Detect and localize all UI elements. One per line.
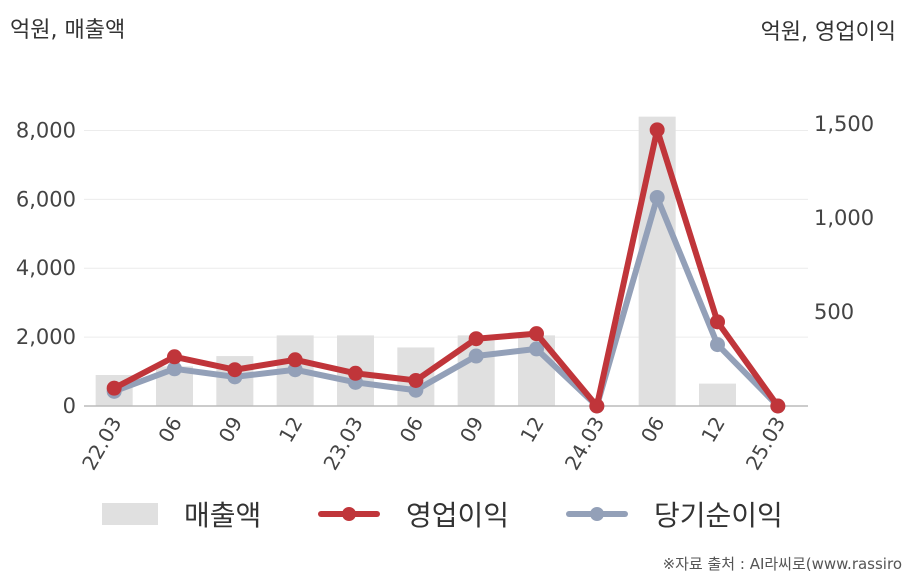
operating-profit-point	[227, 362, 243, 378]
right-tick-label: 1,000	[814, 206, 874, 230]
left-tick-label: 8,000	[16, 118, 76, 142]
legend-label-operating-profit: 영업이익	[406, 499, 510, 532]
left-tick-label: 6,000	[16, 187, 76, 211]
legend-swatch-net-income	[566, 503, 628, 525]
source-note: ※자료 출처 : AI라씨로(www.rassiro	[662, 555, 902, 573]
x-tick-label: 06	[636, 413, 670, 447]
x-tick-label: 09	[455, 413, 489, 447]
left-tick-label: 2,000	[16, 325, 76, 349]
legend-label-net-income: 당기순이익	[654, 499, 783, 532]
x-tick-label: 24.03	[560, 413, 609, 475]
legend: 매출액 영업이익 당기순이익	[0, 492, 908, 536]
legend-swatch-operating-profit	[318, 503, 380, 525]
x-tick-label: 22.03	[77, 413, 126, 475]
x-tick-label: 23.03	[318, 413, 367, 475]
operating-profit-point	[649, 122, 665, 138]
x-tick-label: 12	[274, 413, 308, 447]
legend-item-operating-profit: 영업이익	[318, 492, 509, 536]
x-tick-label: 06	[395, 413, 429, 447]
legend-label-revenue: 매출액	[184, 499, 262, 532]
revenue-bar	[638, 116, 676, 407]
operating-profit-point	[468, 331, 484, 347]
revenue-bar	[699, 383, 736, 406]
legend-swatch-revenue	[102, 503, 158, 525]
x-tick-label: 09	[214, 413, 248, 447]
legend-item-net-income: 당기순이익	[566, 492, 783, 536]
left-axis-unit: 억원, 매출액	[10, 18, 126, 43]
x-tick-label: 12	[696, 413, 730, 447]
operating-profit-point	[287, 352, 303, 368]
operating-profit-point	[589, 398, 605, 414]
operating-profit-point	[710, 314, 725, 330]
x-tick-label: 06	[153, 413, 187, 447]
legend-item-revenue: 매출액	[102, 492, 261, 536]
left-tick-label: 4,000	[16, 256, 76, 280]
operating-profit-point	[348, 365, 363, 381]
right-axis-unit: 억원, 영업이익	[760, 20, 896, 45]
left-tick-label: 0	[63, 394, 76, 418]
operating-profit-point	[408, 372, 424, 388]
x-tick-label: 25.03	[741, 413, 790, 475]
net-income-line	[111, 194, 781, 409]
right-tick-label: 500	[814, 300, 854, 324]
operating-profit-point	[770, 398, 786, 414]
operating-profit-point	[529, 326, 544, 342]
net-income-point	[529, 341, 544, 357]
right-tick-label: 1,500	[814, 112, 874, 136]
net-income-point	[468, 348, 484, 364]
net-income-point	[710, 337, 725, 353]
x-tick-label: 12	[515, 413, 549, 447]
net-income-point	[649, 189, 665, 205]
combo-chart: 0 2,000 4,000 6,000 8,000 500 1,000 1,500 22.03 0…	[16, 112, 874, 475]
operating-profit-point	[106, 380, 122, 396]
operating-profit-point	[167, 349, 182, 365]
operating-profit-line	[111, 126, 781, 409]
net-income-point	[167, 361, 182, 377]
